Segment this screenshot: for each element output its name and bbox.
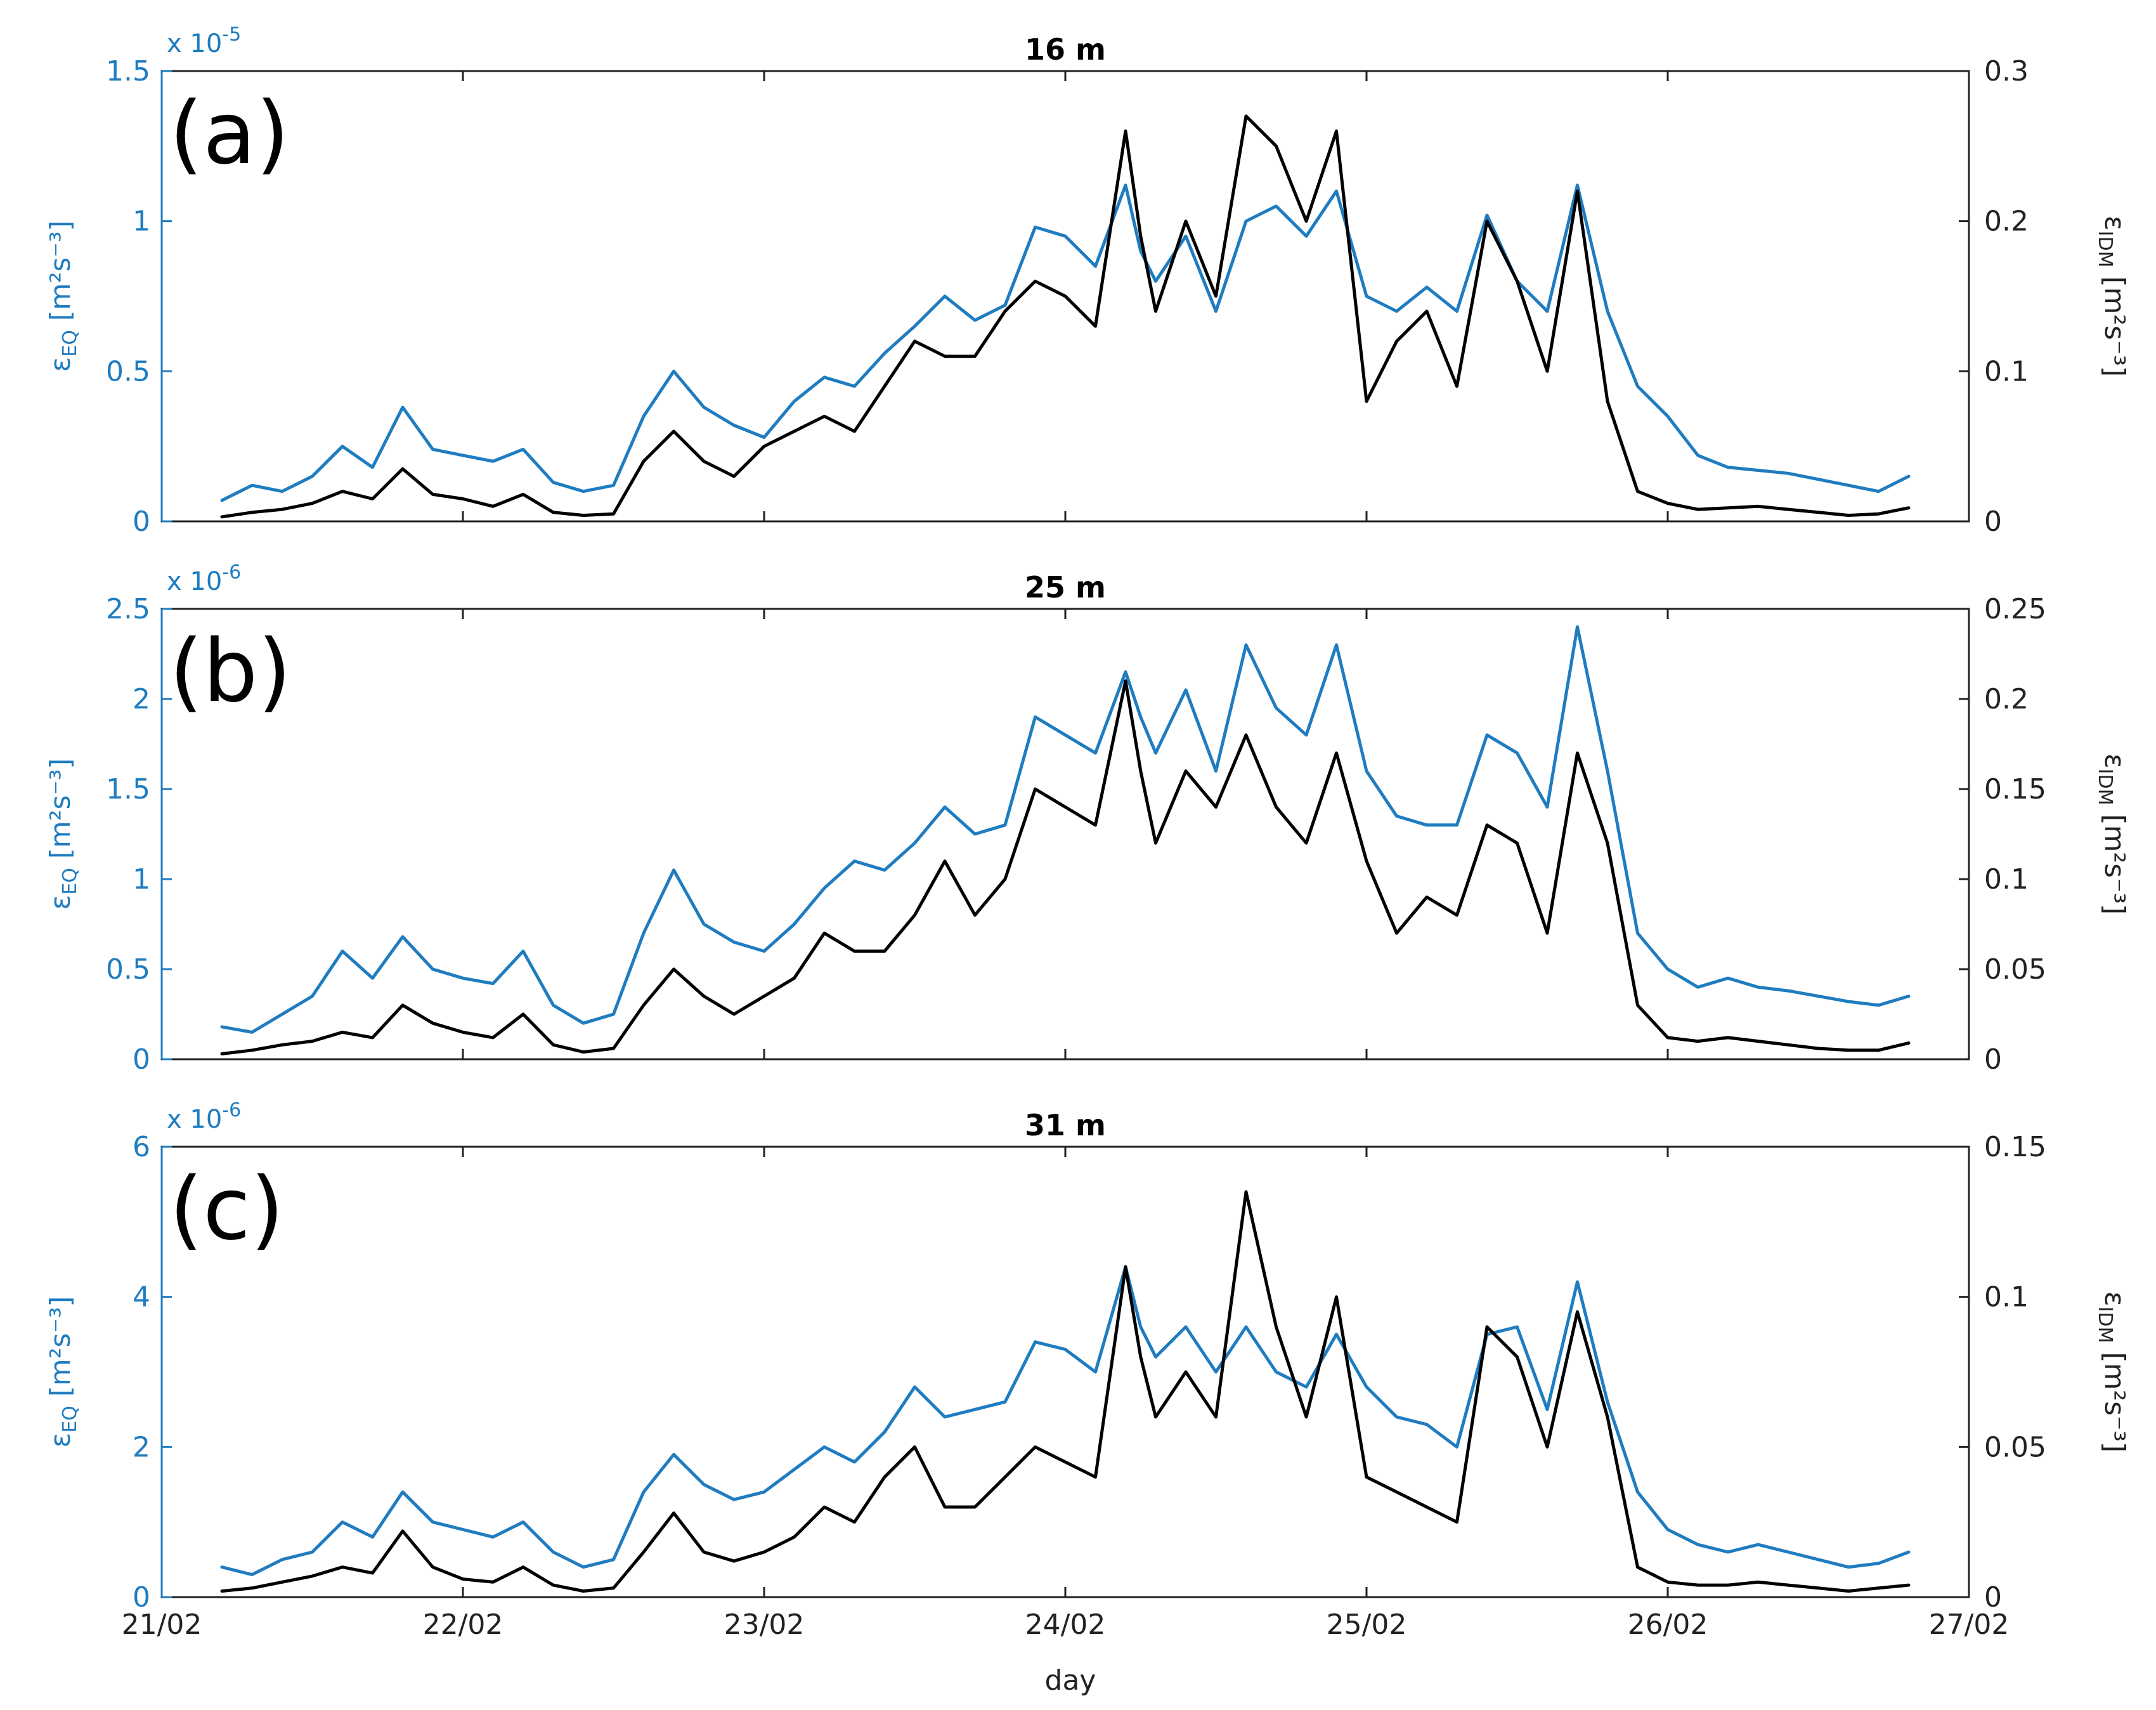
right-tick-label: 0.2 <box>1984 206 2029 238</box>
x-tick-label: 26/02 <box>1628 1609 1708 1641</box>
series-line-idm <box>220 679 1911 1055</box>
left-tick-label: 0 <box>133 506 150 538</box>
left-axis-label: εEQ [m²s⁻³] <box>44 221 81 372</box>
x-tick-label: 23/02 <box>724 1609 805 1641</box>
left-tick-label: 6 <box>133 1131 150 1163</box>
x-axis-label: day <box>1045 1664 1096 1697</box>
right-tick-label: 0.15 <box>1984 773 2046 806</box>
right-tick-label: 0 <box>1984 1043 2002 1076</box>
series-line-eq <box>220 1265 1911 1576</box>
panel-title: 16 m <box>1025 32 1106 67</box>
exponent-power: -5 <box>222 23 241 46</box>
right-tick-label: 0.2 <box>1984 683 2029 715</box>
left-tick-label: 0.5 <box>106 953 150 986</box>
left-tick-label: 1.5 <box>106 55 150 88</box>
right-tick-label: 0 <box>1984 1581 2002 1614</box>
series-line-eq <box>220 625 1911 1034</box>
right-tick-label: 0.15 <box>1984 1131 2046 1163</box>
right-tick-label: 0.1 <box>1984 1281 2029 1314</box>
right-tick-label: 0.1 <box>1984 863 2029 896</box>
x-tick-label: 27/02 <box>1929 1609 2010 1641</box>
left-tick-label: 1 <box>133 206 150 238</box>
right-tick-label: 0.05 <box>1984 1431 2046 1463</box>
panel-title: 25 m <box>1025 570 1106 604</box>
series-line-idm <box>220 114 1911 519</box>
panel-letter: (c) <box>169 1159 284 1260</box>
left-tick-label: 0.5 <box>106 355 150 388</box>
left-tick-label: 2 <box>133 683 150 715</box>
left-tick-label: 0 <box>133 1043 150 1076</box>
right-tick-label: 0.3 <box>1984 55 2029 88</box>
left-tick-label: 1.5 <box>106 773 150 806</box>
right-tick-label: 0.25 <box>1984 593 2046 625</box>
series-line-idm <box>220 1190 1911 1593</box>
left-tick-label: 2 <box>133 1431 150 1463</box>
left-tick-label: 0 <box>133 1581 150 1614</box>
right-tick-label: 0 <box>1984 506 2002 538</box>
left-axis-label: εEQ [m²s⁻³] <box>44 759 81 910</box>
left-tick-label: 1 <box>133 863 150 896</box>
left-tick-label: 4 <box>133 1281 150 1314</box>
right-tick-label: 0.05 <box>1984 953 2046 986</box>
left-axis-label: εEQ [m²s⁻³] <box>44 1296 81 1448</box>
x-tick-label: 25/02 <box>1327 1609 1407 1641</box>
right-tick-label: 0.1 <box>1984 355 2029 388</box>
right-axis-label: εIDM [m²s⁻³] <box>2094 216 2131 377</box>
series-line-eq <box>220 183 1911 502</box>
right-axis-label: εIDM [m²s⁻³] <box>2094 1291 2131 1452</box>
exponent-power: -6 <box>222 1099 241 1121</box>
x-tick-label: 24/02 <box>1025 1609 1106 1641</box>
exponent-power: -6 <box>222 561 241 584</box>
right-axis-label: εIDM [m²s⁻³] <box>2094 754 2131 915</box>
panel-letter: (b) <box>169 622 291 722</box>
panel-letter: (a) <box>169 84 289 184</box>
panel-title: 31 m <box>1025 1108 1106 1142</box>
panel-2: 25 m(b)00.511.522.5x 10-600.050.10.150.2… <box>44 561 2131 1076</box>
x-tick-label: 22/02 <box>423 1609 503 1641</box>
x-tick-label: 21/02 <box>122 1609 202 1641</box>
panel-3: 31 m (c) 21/02 22/02 23/02 24/02 25/02 26/02 27/… <box>44 1099 2131 1641</box>
left-tick-label: 2.5 <box>106 593 150 625</box>
